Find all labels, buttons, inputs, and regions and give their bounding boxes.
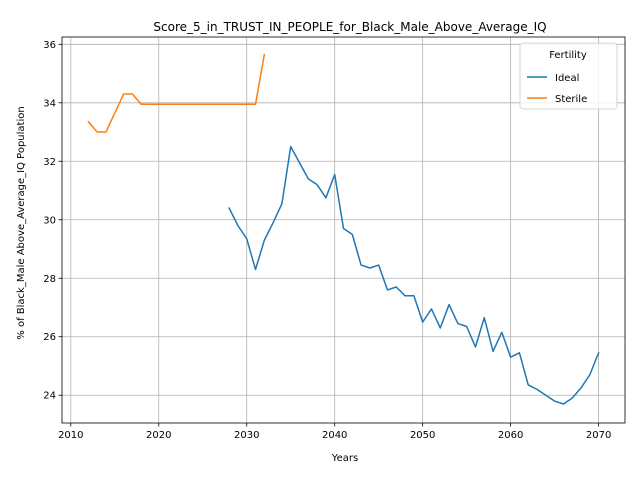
x-tick-label: 2030	[234, 430, 259, 441]
plot-frame	[61, 36, 626, 424]
x-tick-label: 2060	[498, 430, 523, 441]
y-tick-label: 26	[43, 332, 56, 343]
series-line-sterile	[87, 53, 266, 133]
x-tick-label: 2020	[146, 430, 171, 441]
y-tick-label: 24	[43, 391, 56, 402]
x-axis-title: Years	[331, 453, 358, 464]
legend-box	[519, 42, 618, 110]
grid	[62, 37, 625, 423]
legend-title: Fertility	[549, 50, 587, 61]
legend: Fertility Ideal Sterile	[519, 42, 618, 110]
y-tick-label: 34	[43, 98, 56, 109]
chart-title: Score_5_in_TRUST_IN_PEOPLE_for_Black_Mal…	[153, 20, 546, 34]
y-tick-label: 28	[43, 274, 56, 285]
legend-label-sterile: Sterile	[555, 94, 587, 105]
x-tick-label: 2040	[322, 430, 347, 441]
series-lines	[87, 53, 600, 405]
legend-label-ideal: Ideal	[555, 73, 579, 84]
y-tick-label: 36	[43, 40, 56, 51]
x-tick-label: 2050	[410, 430, 435, 441]
y-axis-title: % of Black_Male Above_Average_IQ Populat…	[16, 106, 27, 339]
x-tick-label: 2010	[58, 430, 83, 441]
series-line-ideal	[228, 145, 600, 405]
x-tick-label: 2070	[586, 430, 611, 441]
y-tick-label: 30	[43, 215, 56, 226]
axis-ticks: 2010 2020 2030 2040 2050 2060 2070 24 26 28 30 32 34…	[43, 40, 611, 441]
y-tick-label: 32	[43, 157, 56, 168]
